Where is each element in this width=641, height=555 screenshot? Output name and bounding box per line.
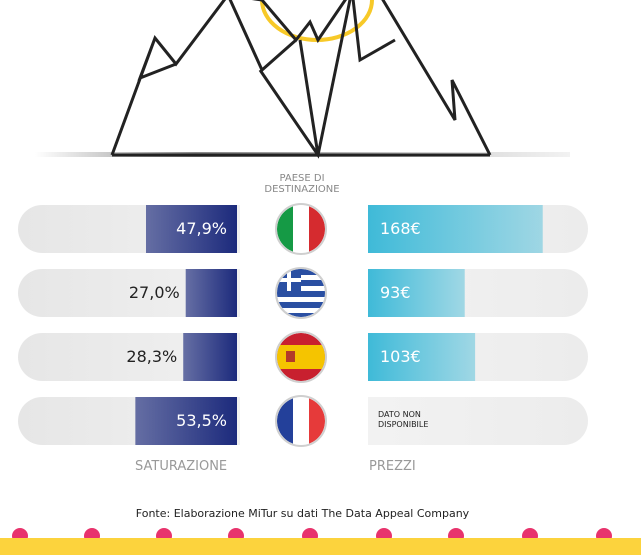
saturation-label: 53,5% — [176, 411, 227, 430]
saturation-bar — [135, 397, 237, 445]
price-bar — [368, 205, 543, 253]
price-label: 93€ — [380, 283, 411, 302]
mountain-illustration — [35, 0, 570, 159]
saturation-bar — [145, 205, 237, 253]
price-label: 168€ — [380, 219, 421, 238]
price-bar — [368, 333, 476, 381]
saturation-label: 47,9% — [176, 219, 227, 238]
left-axis-label: SATURAZIONE — [135, 459, 228, 474]
source: Fonte: Elaborazione MiTur su dati The Da… — [135, 507, 470, 520]
right-axis-label: PREZZI — [369, 459, 416, 474]
footer-decoration — [0, 528, 641, 555]
price-bar — [368, 269, 465, 317]
price-label: DATO NON DISPONIBILE — [378, 410, 429, 429]
saturation-label: 27,0% — [128, 283, 180, 302]
saturation-bar — [185, 269, 237, 317]
saturation-label: 28,3% — [126, 347, 178, 366]
saturation-bar — [183, 333, 237, 381]
flags — [275, 203, 327, 447]
price-label: 103€ — [380, 347, 421, 366]
center-label: PAESE DI DESTINAZIONE — [264, 173, 340, 195]
